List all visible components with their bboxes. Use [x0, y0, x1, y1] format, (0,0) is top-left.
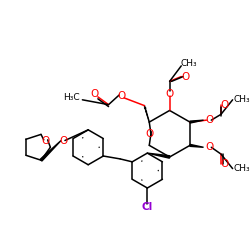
Text: O: O — [205, 115, 214, 125]
Text: O: O — [181, 72, 189, 82]
Text: O: O — [90, 89, 98, 99]
Polygon shape — [147, 153, 170, 158]
Text: CH₃: CH₃ — [234, 95, 250, 104]
Text: O: O — [145, 129, 154, 139]
Text: CH₃: CH₃ — [234, 164, 250, 173]
Text: O: O — [221, 159, 229, 169]
Text: O: O — [117, 91, 125, 101]
Text: CH₃: CH₃ — [181, 60, 197, 68]
Text: O: O — [59, 136, 67, 145]
Text: O: O — [221, 100, 229, 110]
Polygon shape — [190, 120, 203, 123]
Text: O: O — [205, 142, 214, 152]
Text: H₃C: H₃C — [64, 93, 80, 102]
Text: O: O — [166, 89, 174, 99]
Polygon shape — [190, 144, 203, 147]
Text: O: O — [42, 136, 50, 146]
Polygon shape — [40, 140, 61, 161]
Text: Cl: Cl — [142, 202, 153, 212]
